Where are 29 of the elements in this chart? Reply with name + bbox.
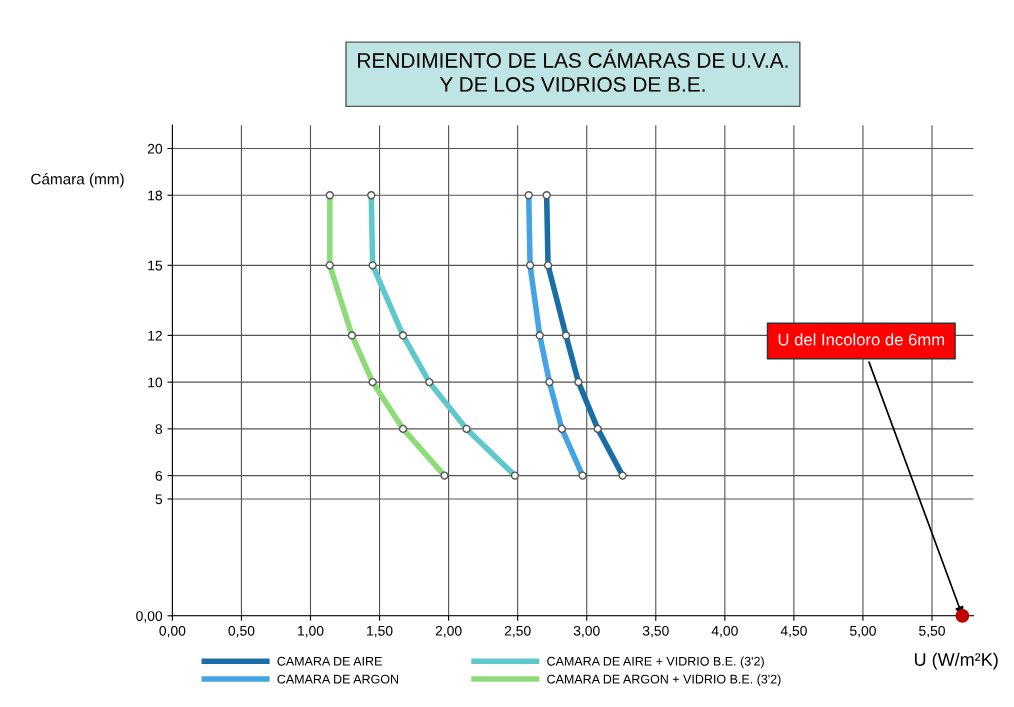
y-tick-label: 8 bbox=[155, 424, 163, 435]
x-axis-title: U (W/m²K) bbox=[914, 652, 998, 670]
x-tick-label: 5,50 bbox=[919, 625, 945, 638]
point bbox=[955, 608, 970, 623]
y-tick-label: 10 bbox=[148, 377, 163, 388]
x-tick-label: 3,50 bbox=[642, 625, 669, 638]
x-tick-label: 3,00 bbox=[573, 625, 600, 638]
y-tick-label: 0,00 bbox=[136, 611, 163, 623]
x-tick-label: 1,00 bbox=[298, 625, 324, 638]
y-tick-label: 5 bbox=[155, 494, 163, 505]
x-tick-label: 4,50 bbox=[780, 625, 807, 638]
x-tick-label: 1,50 bbox=[367, 625, 393, 638]
x-tick-label: 2,00 bbox=[435, 625, 462, 638]
x-tick-label: 2,50 bbox=[504, 625, 531, 638]
legend-label: CAMARA DE ARGON bbox=[277, 674, 399, 684]
x-tick-label: 4,00 bbox=[711, 625, 738, 638]
y-tick-label: 6 bbox=[155, 470, 163, 481]
y-tick-label: 12 bbox=[148, 330, 162, 341]
legend-label: CAMARA DE ARGON + VIDRIO B.E. (3'2) bbox=[547, 674, 781, 687]
chart-title: RENDIMIENTO DE LAS CÁMARAS DE U.V.A. Y DE LOS VIDRIOS DE B.E. bbox=[358, 49, 788, 92]
y-axis-title: Cámara (mm) bbox=[31, 173, 124, 188]
annotation: U del Incoloro de 6mm bbox=[778, 333, 945, 346]
x-tick-label: 0,50 bbox=[228, 625, 255, 638]
legend-label: CAMARA DE AIRE bbox=[277, 656, 382, 666]
y-tick-label: 15 bbox=[148, 260, 163, 271]
x-tick-label: 5,00 bbox=[849, 625, 876, 638]
y-tick-label: 20 bbox=[147, 143, 163, 154]
legend-label: CAMARA DE AIRE + VIDRIO B.E. (3'2) bbox=[547, 656, 764, 669]
y-tick-label: 18 bbox=[148, 190, 163, 201]
